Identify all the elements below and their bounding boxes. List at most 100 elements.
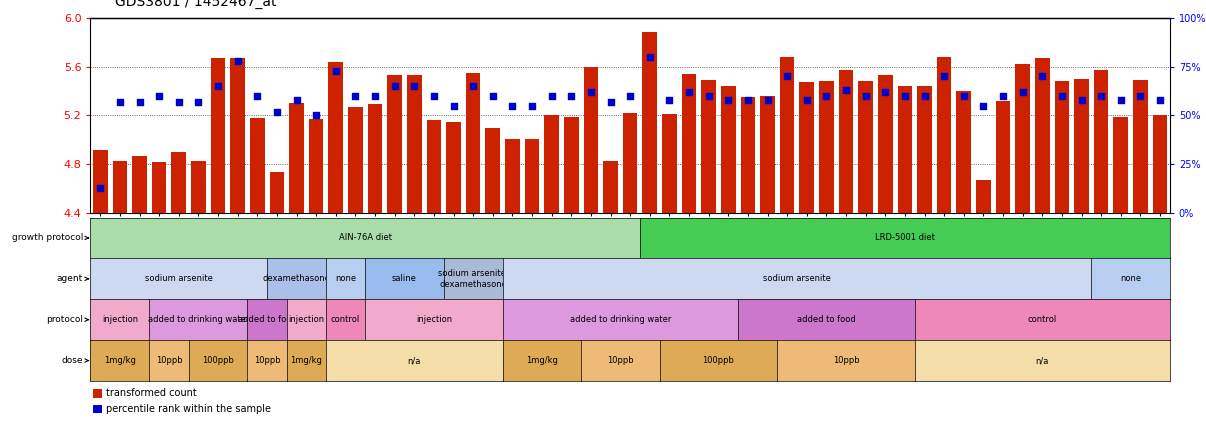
Text: saline: saline bbox=[392, 274, 417, 283]
Point bbox=[1072, 96, 1091, 103]
Point bbox=[463, 83, 482, 90]
Point bbox=[287, 96, 306, 103]
Text: 100ppb: 100ppb bbox=[703, 356, 734, 365]
Bar bbox=[1153, 115, 1167, 213]
Point bbox=[699, 92, 719, 99]
Point bbox=[1111, 96, 1130, 103]
Point bbox=[404, 83, 425, 90]
Point bbox=[640, 53, 660, 60]
Bar bbox=[349, 107, 363, 213]
Text: none: none bbox=[1120, 274, 1141, 283]
Text: 1mg/kg: 1mg/kg bbox=[291, 356, 322, 365]
Point bbox=[856, 92, 876, 99]
Bar bbox=[171, 152, 186, 213]
Text: protocol: protocol bbox=[46, 315, 83, 324]
Text: sodium arsenite,
dexamethasone: sodium arsenite, dexamethasone bbox=[438, 269, 509, 289]
Text: dose: dose bbox=[62, 356, 83, 365]
Point bbox=[895, 92, 914, 99]
Point bbox=[444, 102, 463, 109]
Point bbox=[385, 83, 404, 90]
Text: injection: injection bbox=[416, 315, 452, 324]
Point bbox=[150, 92, 169, 99]
Text: control: control bbox=[1028, 315, 1056, 324]
Bar bbox=[1035, 58, 1049, 213]
Bar bbox=[1132, 80, 1148, 213]
Bar bbox=[917, 86, 932, 213]
Point bbox=[1052, 92, 1071, 99]
Bar bbox=[800, 83, 814, 213]
Bar bbox=[740, 97, 755, 213]
Text: injection: injection bbox=[101, 315, 137, 324]
Bar bbox=[819, 81, 833, 213]
Text: transformed count: transformed count bbox=[106, 388, 198, 398]
Point bbox=[346, 92, 365, 99]
Text: added to drinking water: added to drinking water bbox=[147, 315, 250, 324]
Point bbox=[562, 92, 581, 99]
Bar bbox=[564, 117, 579, 213]
Bar bbox=[133, 156, 147, 213]
Text: sodium arsenite: sodium arsenite bbox=[763, 274, 831, 283]
Text: added to food: added to food bbox=[238, 315, 297, 324]
Point bbox=[365, 92, 385, 99]
Bar bbox=[93, 150, 107, 213]
Bar bbox=[780, 57, 795, 213]
Bar bbox=[643, 32, 657, 213]
Point bbox=[1151, 96, 1170, 103]
Point bbox=[484, 92, 503, 99]
Bar bbox=[93, 389, 101, 398]
Point bbox=[522, 102, 541, 109]
Point bbox=[188, 98, 209, 105]
Bar bbox=[622, 113, 638, 213]
Text: none: none bbox=[335, 274, 356, 283]
Text: sodium arsenite: sodium arsenite bbox=[145, 274, 212, 283]
Text: 10ppb: 10ppb bbox=[156, 356, 182, 365]
Point bbox=[110, 98, 129, 105]
Bar bbox=[93, 404, 101, 413]
Point bbox=[915, 92, 935, 99]
Text: AIN-76A diet: AIN-76A diet bbox=[339, 234, 392, 242]
Point bbox=[757, 96, 777, 103]
Point bbox=[209, 83, 228, 90]
Bar bbox=[191, 161, 206, 213]
Bar bbox=[1113, 117, 1128, 213]
Bar bbox=[1015, 64, 1030, 213]
Bar bbox=[505, 139, 520, 213]
Bar bbox=[897, 86, 912, 213]
Bar bbox=[996, 101, 1011, 213]
Point bbox=[816, 92, 836, 99]
Text: percentile rank within the sample: percentile rank within the sample bbox=[106, 404, 271, 414]
Bar bbox=[328, 62, 344, 213]
Point bbox=[1013, 88, 1032, 95]
Bar bbox=[211, 58, 226, 213]
Point bbox=[679, 88, 698, 95]
Point bbox=[778, 73, 797, 80]
Bar bbox=[838, 70, 854, 213]
Point bbox=[503, 102, 522, 109]
Text: control: control bbox=[330, 315, 361, 324]
Text: 10ppb: 10ppb bbox=[832, 356, 860, 365]
Bar bbox=[662, 114, 677, 213]
Point bbox=[1131, 92, 1151, 99]
Bar bbox=[289, 103, 304, 213]
Bar bbox=[937, 57, 952, 213]
Text: 1mg/kg: 1mg/kg bbox=[104, 356, 136, 365]
Point bbox=[837, 87, 856, 94]
Point bbox=[425, 92, 444, 99]
Point bbox=[973, 102, 993, 109]
Text: agent: agent bbox=[57, 274, 83, 283]
Point bbox=[90, 184, 110, 191]
Point bbox=[660, 96, 679, 103]
Bar bbox=[230, 58, 245, 213]
Bar bbox=[584, 67, 598, 213]
Point bbox=[228, 57, 247, 64]
Bar bbox=[1094, 70, 1108, 213]
Bar bbox=[309, 119, 323, 213]
Text: n/a: n/a bbox=[408, 356, 421, 365]
Point bbox=[581, 88, 601, 95]
Bar bbox=[976, 180, 991, 213]
Bar bbox=[485, 128, 500, 213]
Bar bbox=[1054, 81, 1070, 213]
Point bbox=[876, 88, 895, 95]
Bar bbox=[956, 91, 971, 213]
Bar bbox=[368, 104, 382, 213]
